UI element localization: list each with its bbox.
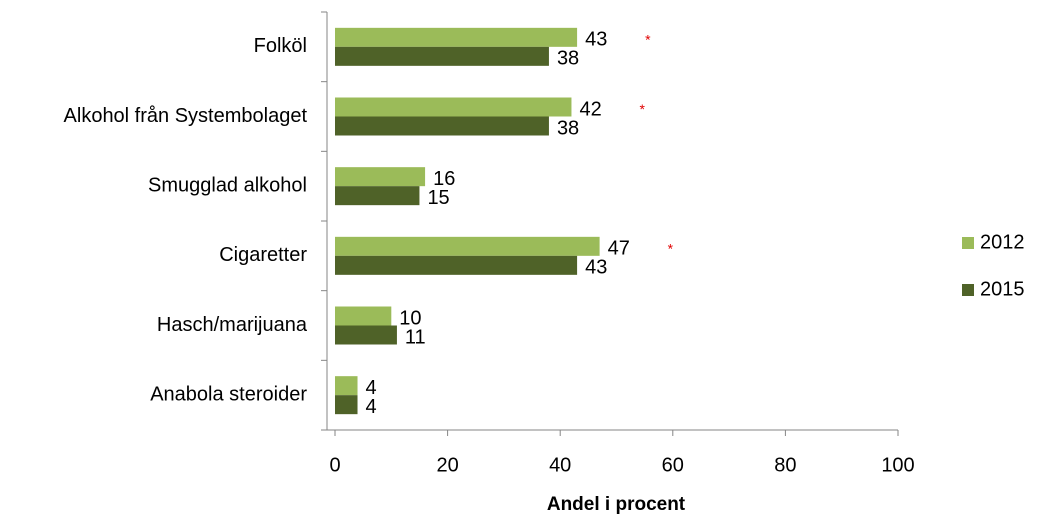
legend-label: 2012 — [980, 231, 1025, 253]
significance-marker: * — [668, 241, 674, 257]
x-tick-label: 60 — [662, 454, 684, 476]
bar — [335, 167, 426, 187]
value-label: 10 — [399, 307, 421, 329]
legend-swatch — [962, 237, 974, 249]
bar — [335, 46, 549, 66]
x-tick-label: 20 — [436, 454, 458, 476]
x-tick-label: 100 — [881, 454, 914, 476]
legend-label: 2015 — [980, 278, 1025, 300]
y-tick-label: Hasch/marijuana — [157, 314, 308, 336]
bar — [335, 306, 392, 326]
bar — [335, 186, 420, 206]
value-label: 42 — [579, 98, 601, 120]
value-label: 4 — [366, 396, 377, 418]
x-axis-title: Andel i procent — [547, 494, 686, 515]
bar — [335, 27, 578, 47]
x-tick-label: 0 — [329, 454, 340, 476]
bar — [335, 116, 549, 136]
value-label: 43 — [585, 29, 607, 51]
significance-marker: * — [645, 32, 651, 48]
value-label: 11 — [405, 326, 426, 348]
bar — [335, 376, 358, 396]
value-label: 47 — [608, 238, 630, 260]
y-tick-label: Alkohol från Systembolaget — [64, 105, 308, 127]
significance-marker: * — [639, 101, 645, 117]
bar — [335, 325, 397, 345]
y-tick-label: Folköl — [254, 35, 307, 57]
value-label: 38 — [557, 48, 579, 70]
value-label: 38 — [557, 117, 579, 139]
y-tick-label: Smugglad alkohol — [148, 174, 307, 196]
legend-swatch — [962, 284, 974, 296]
value-label: 16 — [433, 168, 455, 190]
bar — [335, 255, 578, 275]
bar — [335, 395, 358, 415]
x-tick-label: 80 — [774, 454, 796, 476]
value-label: 4 — [366, 377, 377, 399]
y-tick-label: Cigaretter — [219, 244, 307, 266]
value-label: 15 — [427, 187, 449, 209]
bar — [335, 236, 600, 256]
y-tick-label: Anabola steroider — [150, 383, 307, 405]
value-label: 43 — [585, 257, 607, 279]
bar — [335, 97, 572, 117]
x-tick-label: 40 — [549, 454, 571, 476]
